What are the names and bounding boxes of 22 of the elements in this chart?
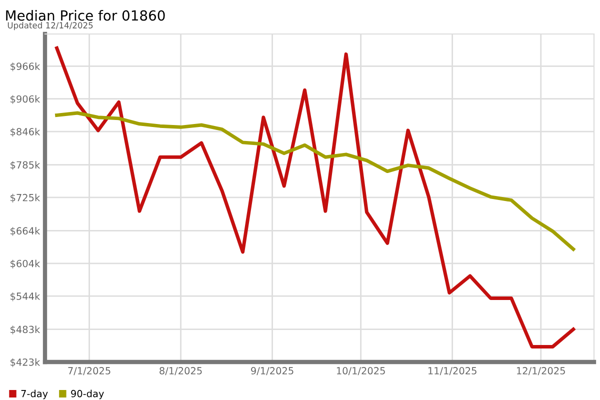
y-tick-label: $906k <box>10 95 40 104</box>
chart-subtitle: Updated 12/14/2025 <box>8 22 93 30</box>
y-tick-label: $544k <box>10 292 40 302</box>
y-tick-label: $604k <box>10 260 40 269</box>
x-tick-label: 11/1/2025 <box>428 367 476 376</box>
legend-label: 7-day <box>21 390 48 400</box>
y-tick-label: $483k <box>10 326 40 334</box>
line-series <box>55 46 576 348</box>
x-tick-label: 12/1/2025 <box>517 367 565 376</box>
x-tick-label: 7/1/2025 <box>68 367 110 376</box>
y-tick-label: $846k <box>10 128 40 137</box>
x-tick-label: 9/1/2025 <box>251 367 294 376</box>
y-tick-label: $966k <box>10 62 40 72</box>
y-tick-label: $664k <box>10 226 40 236</box>
x-tick-label: 10/1/2025 <box>336 367 385 376</box>
line-series <box>55 111 576 251</box>
chart-title: Median Price for 01860 <box>6 10 165 21</box>
x-tick-label: 8/1/2025 <box>160 367 202 376</box>
y-tick-label: $725k <box>10 194 40 203</box>
legend-label: 90-day <box>71 390 104 400</box>
y-tick-label: $785k <box>10 161 40 170</box>
y-tick-label: $423k <box>10 358 40 368</box>
